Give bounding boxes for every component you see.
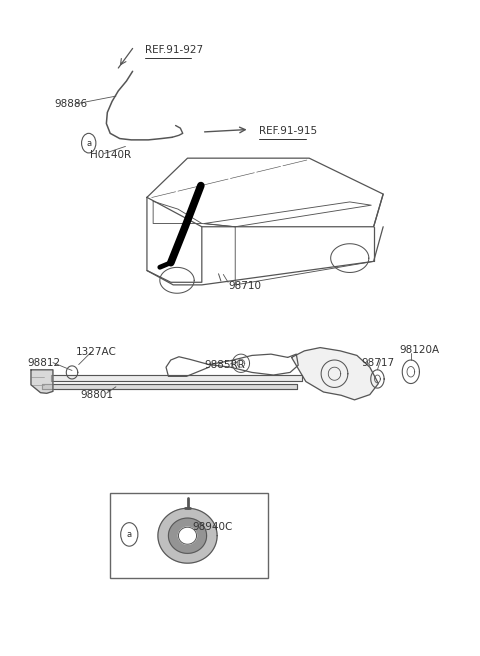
Text: 98710: 98710 <box>228 281 261 291</box>
Circle shape <box>120 523 138 546</box>
Circle shape <box>82 133 96 153</box>
Text: H0140R: H0140R <box>90 150 131 160</box>
Text: a: a <box>127 530 132 539</box>
Polygon shape <box>168 518 206 554</box>
Text: 98940C: 98940C <box>192 522 233 532</box>
Polygon shape <box>158 508 217 563</box>
Text: 98120A: 98120A <box>400 344 440 354</box>
Polygon shape <box>51 375 302 381</box>
Text: 98801: 98801 <box>80 390 113 400</box>
Polygon shape <box>291 348 378 400</box>
Text: 98717: 98717 <box>362 358 395 367</box>
Polygon shape <box>31 370 53 394</box>
Text: REF.91-927: REF.91-927 <box>144 45 203 55</box>
Text: 98812: 98812 <box>28 358 61 367</box>
Text: REF.91-915: REF.91-915 <box>259 126 317 136</box>
Text: 98886: 98886 <box>54 99 87 109</box>
Polygon shape <box>42 384 297 389</box>
Text: a: a <box>86 138 91 148</box>
Text: 1327AC: 1327AC <box>75 347 116 357</box>
FancyBboxPatch shape <box>110 493 268 577</box>
Polygon shape <box>179 527 197 544</box>
Text: 9885RR: 9885RR <box>204 360 245 370</box>
